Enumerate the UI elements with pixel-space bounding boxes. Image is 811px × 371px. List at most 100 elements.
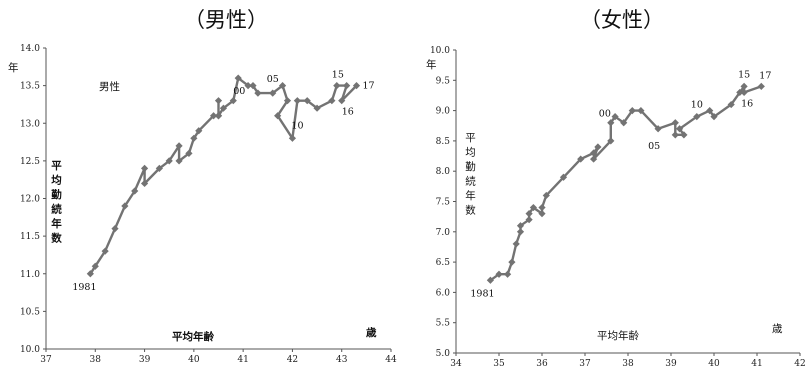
data-point-female [525, 210, 533, 218]
data-point-male [140, 164, 149, 172]
y-label-female: 平均勤続年数 [464, 132, 476, 219]
x-tick-label-male: 38 [90, 355, 102, 365]
inner-label-male: 男性 [99, 80, 120, 93]
y-tick-label-female: 6.5 [436, 258, 451, 268]
y-tick-label-male: 12.0 [20, 195, 40, 205]
data-point-male [190, 134, 198, 142]
data-point-female [637, 107, 645, 115]
y-tick-label-female: 8.0 [436, 167, 451, 177]
data-point-male [219, 104, 228, 112]
data-point-male [234, 74, 242, 82]
data-point-female [740, 82, 748, 90]
year-annotation-male: 15 [332, 70, 344, 81]
data-point-female [693, 113, 701, 121]
y-tick-label-male: 12.5 [20, 157, 40, 167]
x-tick-label-female: 38 [622, 359, 634, 369]
y-tick-label-male: 14.0 [20, 44, 40, 54]
x-tick-label-female: 35 [493, 359, 505, 369]
y-label-male: 平均勤続年数 [50, 160, 62, 247]
data-point-male [303, 97, 311, 105]
y-tick-label-male: 13.0 [20, 119, 40, 129]
chart-title-female: （女性） [580, 8, 664, 32]
data-point-male [214, 97, 223, 105]
data-point-male [254, 89, 262, 97]
data-point-female [611, 113, 619, 121]
data-point-female [504, 270, 512, 278]
data-point-male [229, 97, 237, 105]
y-tick-label-female: 10.0 [430, 46, 450, 56]
data-point-male [185, 149, 193, 157]
y-unit-female: 年 [426, 58, 437, 71]
year-annotation-female: 00 [599, 109, 611, 120]
data-point-male [328, 97, 336, 105]
data-point-male [111, 225, 119, 233]
year-annotation-male: 1981 [72, 282, 96, 293]
year-annotation-male: 16 [342, 107, 354, 118]
data-point-female [577, 155, 585, 163]
year-annotation-male: 10 [291, 120, 303, 131]
data-point-female [607, 137, 615, 145]
plot-female: 5.0 5.5 6.0 6.5 7.0 7.5 8.0 8.5 9.0 9.5 10.0 34 35 36… [430, 46, 806, 369]
x-tick-label-male: 41 [237, 355, 248, 365]
data-point-male [288, 134, 297, 142]
x-tick-label-male: 39 [139, 355, 151, 365]
year-annotation-male: 17 [363, 81, 375, 92]
data-point-female [508, 258, 516, 266]
data-point-male [278, 82, 287, 90]
year-annotation-female: 15 [738, 69, 750, 80]
y-tick-label-female: 7.0 [436, 228, 451, 238]
data-point-male [313, 104, 321, 112]
data-point-male [338, 97, 346, 105]
year-annotation-male: 00 [233, 86, 245, 97]
x-unit-male: 歳 [366, 326, 377, 339]
year-annotation-female: 17 [759, 70, 771, 81]
data-point-female [676, 125, 684, 133]
plot-male: 10.0 10.5 11.0 11.5 12.0 12.5 13.0 13.5 14.0 37 38… [20, 44, 397, 365]
chart-title-male: （男性） [184, 8, 268, 32]
data-point-male [269, 89, 277, 97]
x-tick-label-male: 44 [385, 355, 397, 365]
data-point-female [516, 228, 525, 236]
data-point-female [594, 143, 602, 151]
data-point-male [209, 112, 218, 120]
year-annotation-female: 05 [648, 141, 660, 152]
data-point-male [333, 82, 341, 90]
y-tick-label-male: 11.0 [20, 270, 40, 280]
x-tick-label-male: 37 [40, 355, 52, 365]
data-point-male [91, 262, 99, 270]
data-point-male [140, 179, 149, 188]
data-point-male [293, 97, 301, 105]
x-tick-label-male: 43 [336, 355, 348, 365]
y-tick-label-male: 10.0 [20, 345, 40, 355]
data-point-female [620, 119, 628, 127]
x-label-female: 平均年齢 [597, 329, 639, 342]
year-annotation-female: 10 [691, 100, 703, 111]
data-point-female [529, 203, 537, 212]
y-tick-label-male: 11.5 [20, 232, 40, 242]
data-point-female [538, 203, 546, 212]
data-point-female [628, 107, 636, 115]
data-point-female [516, 222, 525, 230]
x-tick-label-female: 37 [579, 359, 591, 369]
data-point-female [607, 119, 615, 127]
x-tick-label-female: 36 [536, 359, 548, 369]
data-point-male [274, 112, 282, 120]
x-tick-label-female: 40 [708, 359, 720, 369]
y-tick-label-female: 7.5 [436, 198, 451, 208]
data-point-female [740, 88, 748, 97]
data-point-male [101, 247, 109, 255]
y-tick-label-male: 10.5 [20, 307, 40, 317]
data-point-male [214, 112, 223, 120]
y-tick-label-male: 13.5 [20, 82, 40, 92]
y-unit-male: 年 [8, 61, 19, 74]
year-annotation-male: 05 [267, 74, 279, 85]
data-point-male [244, 82, 252, 90]
data-point-female [538, 210, 546, 218]
data-point-female [495, 270, 503, 278]
data-point-female [590, 149, 598, 157]
data-point-female [525, 216, 533, 224]
year-annotation-female: 16 [741, 98, 753, 109]
data-point-female [654, 125, 662, 133]
y-tick-label-female: 8.5 [436, 137, 451, 147]
